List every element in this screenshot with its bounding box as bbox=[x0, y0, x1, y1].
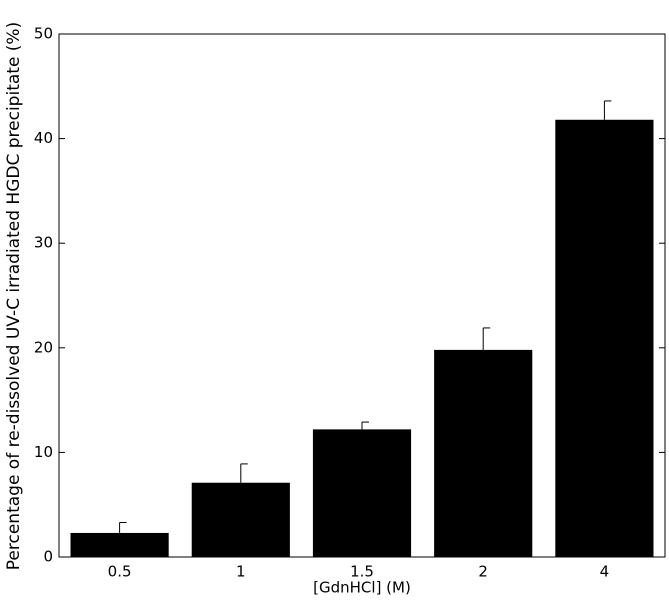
x-tick-label: 2 bbox=[478, 563, 488, 581]
bar bbox=[434, 349, 533, 557]
error-bar bbox=[603, 100, 612, 120]
error-bar bbox=[482, 327, 491, 350]
error-bar bbox=[361, 421, 369, 430]
x-tick-label: 0.5 bbox=[108, 563, 132, 581]
y-tick-label: 0 bbox=[43, 548, 53, 566]
y-tick-label: 50 bbox=[34, 25, 53, 43]
x-tick-label: 1.5 bbox=[350, 563, 374, 581]
y-tick-label: 10 bbox=[34, 443, 53, 461]
error-bar bbox=[240, 463, 248, 483]
x-axis-label: [GdnHCl] (M) bbox=[313, 579, 411, 597]
y-tick-label: 30 bbox=[34, 234, 53, 252]
y-tick-label: 40 bbox=[34, 129, 53, 147]
bar bbox=[191, 482, 290, 557]
bar bbox=[70, 532, 169, 557]
y-axis-label: Percentage of re-dissolved UV-C irradiat… bbox=[4, 22, 24, 570]
x-tick-label: 4 bbox=[600, 563, 610, 581]
error-bar bbox=[119, 521, 127, 533]
bar bbox=[312, 429, 412, 557]
x-tick-label: 1 bbox=[236, 563, 246, 581]
y-tick-label: 20 bbox=[34, 338, 53, 356]
bar bbox=[555, 119, 654, 557]
